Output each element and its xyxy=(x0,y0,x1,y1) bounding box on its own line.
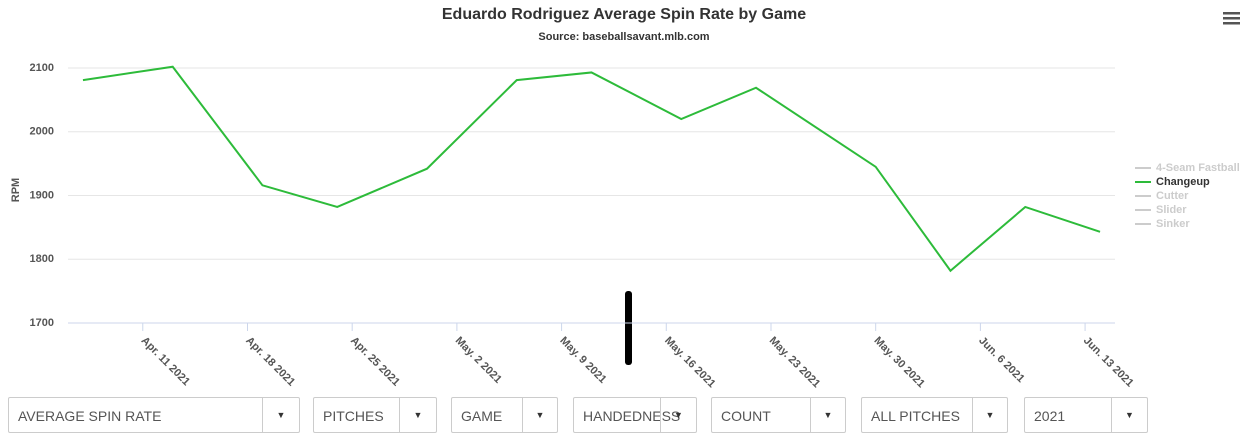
dropdown-arrow: ▼ xyxy=(399,398,436,432)
dropdown-label: ALL PITCHES xyxy=(871,408,960,424)
x-tick-label: Apr. 25 2021 xyxy=(348,335,402,389)
legend-label: Sinker xyxy=(1156,218,1190,230)
chart: Eduardo Rodriguez Average Spin Rate by G… xyxy=(10,6,1240,390)
x-tick-label: May. 2 2021 xyxy=(453,335,504,386)
y-tick-label: 1700 xyxy=(30,317,54,329)
dropdown-label: GAME xyxy=(461,408,503,424)
chart-subtitle: Source: baseballsavant.mlb.com xyxy=(538,31,709,43)
dropdown-label: HANDEDNESS xyxy=(583,408,681,424)
dropdown[interactable]: HANDEDNESS ▼ xyxy=(573,397,697,433)
legend-label: Cutter xyxy=(1156,190,1189,202)
dropdown-arrow: ▼ xyxy=(1111,398,1147,432)
x-tick-label: Jun. 6 2021 xyxy=(976,335,1026,385)
legend-label: Slider xyxy=(1156,204,1187,216)
x-tick-label: May. 30 2021 xyxy=(872,335,927,390)
dropdown[interactable]: AVERAGE SPIN RATE ▼ xyxy=(8,397,300,433)
series-line xyxy=(82,65,1101,273)
dropdown-label: COUNT xyxy=(721,408,771,424)
dropdown[interactable]: PITCHES ▼ xyxy=(313,397,437,433)
dropdown-arrow: ▼ xyxy=(522,398,557,432)
dropdown[interactable]: COUNT ▼ xyxy=(711,397,846,433)
dropdown[interactable]: GAME ▼ xyxy=(451,397,558,433)
y-tick-label: 1800 xyxy=(30,253,54,265)
y-axis-label: RPM xyxy=(10,178,22,202)
dropdown-arrow: ▼ xyxy=(972,398,1007,432)
legend-label: Changeup xyxy=(1156,176,1210,188)
dropdown-label: PITCHES xyxy=(323,408,384,424)
menu-icon[interactable] xyxy=(1223,12,1240,25)
cursor-artifact xyxy=(625,291,632,365)
dropdown-arrow: ▼ xyxy=(262,398,299,432)
y-tick-label: 2000 xyxy=(30,126,54,138)
legend-label: 4-Seam Fastball xyxy=(1156,162,1240,174)
dropdown-label: AVERAGE SPIN RATE xyxy=(18,408,162,424)
chart-title: Eduardo Rodriguez Average Spin Rate by G… xyxy=(442,6,806,23)
dropdown[interactable]: 2021 ▼ xyxy=(1024,397,1148,433)
y-tick-label: 2100 xyxy=(30,62,54,74)
x-tick-label: May. 16 2021 xyxy=(662,335,717,390)
dropdown-arrow: ▼ xyxy=(660,398,696,432)
y-tick-label: 1900 xyxy=(30,189,54,201)
x-tick-label: Apr. 18 2021 xyxy=(243,335,297,389)
x-tick-label: Apr. 11 2021 xyxy=(139,335,192,388)
x-tick-label: Jun. 13 2021 xyxy=(1081,335,1136,390)
x-tick-label: May. 9 2021 xyxy=(557,335,608,386)
dropdown[interactable]: ALL PITCHES ▼ xyxy=(861,397,1008,433)
x-tick-label: May. 23 2021 xyxy=(767,335,822,390)
dropdown-arrow: ▼ xyxy=(810,398,845,432)
dropdown-label: 2021 xyxy=(1034,408,1066,424)
